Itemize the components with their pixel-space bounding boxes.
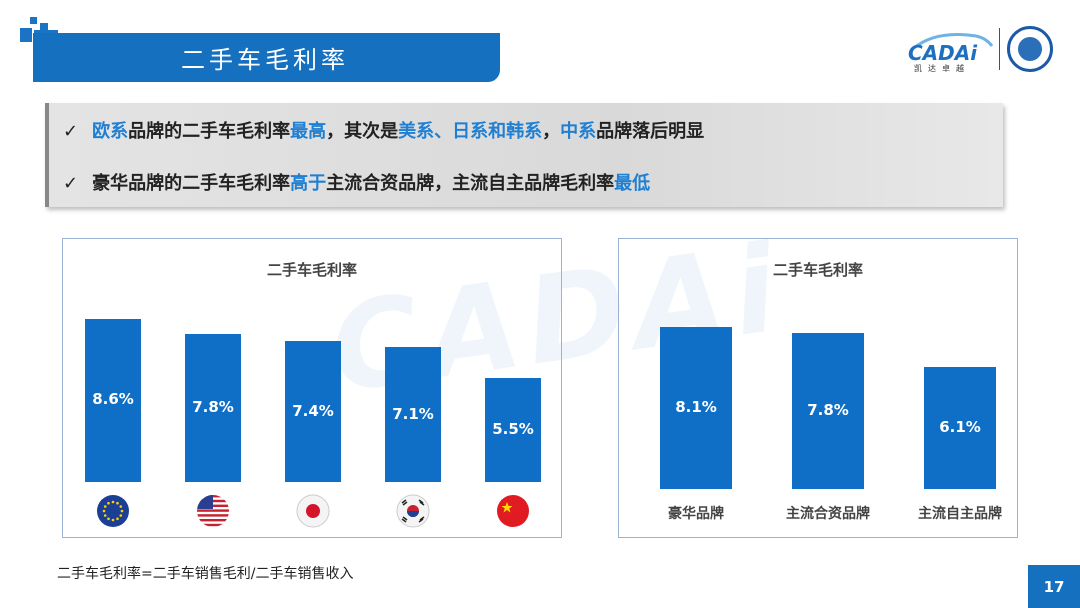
data-label: 8.1% [675,398,717,416]
data-label: 8.6% [92,390,134,409]
decor-square [30,17,37,24]
highlight-text: 中系 [560,121,597,142]
bar-韩系 [385,347,441,482]
svg-text:凯达卓越: 凯达卓越 [914,63,970,72]
data-label: 7.8% [807,401,849,419]
page-number: 17 [1028,565,1080,608]
chart-brand-type: 二手车毛利率 8.1% 豪华品牌 7.8% 主流合资品牌 6.1% 主流自主品牌 [618,238,1018,538]
cadai-logo: CADAi 凯达卓越 [908,33,994,72]
us-flag-icon [196,494,230,528]
footnote: 二手车毛利率=二手车销售毛利/二手车销售收入 [57,566,354,582]
data-label: 7.1% [392,404,434,423]
chart-region-origin: 二手车毛利率 8.6% 7.8% 7.4% 7.1% 5.5% [62,238,562,538]
highlight-text: 美系、日系和韩系 [398,121,543,142]
bar-主流自主品牌 [924,367,996,489]
decor-square [20,28,32,42]
data-label: 7.4% [292,401,334,420]
data-label: 6.1% [939,418,981,436]
summary-line-1: ✓ 欧系品牌的二手车毛利率最高，其次是美系、日系和韩系，中系品牌落后明显 [63,119,1003,157]
japan-flag-icon [296,494,330,528]
bar-欧系 [85,318,141,482]
data-label: 7.8% [192,397,234,416]
summary-box: ✓ 欧系品牌的二手车毛利率最高，其次是美系、日系和韩系，中系品牌落后明显 ✓ 豪华品… [45,103,1003,207]
decor-square [40,23,48,31]
check-icon: ✓ [63,121,79,142]
logo-divider [999,28,1000,70]
summary-text: ，其次是 [326,121,399,142]
check-icon: ✓ [63,173,79,194]
china-flag-icon [496,494,530,528]
highlight-text: 最高 [290,121,327,142]
highlight-text: 最低 [614,173,651,194]
page-title: 二手车毛利率 [33,33,500,82]
highlight-text: 欧系 [92,121,129,142]
summary-text: 品牌的二手车毛利率 [128,121,291,142]
bar-日系 [285,341,341,482]
x-tick-label: 主流自主品牌 [918,506,1002,522]
data-label: 5.5% [492,419,534,438]
bar-中系 [485,377,541,482]
korea-flag-icon [396,494,430,528]
bar-豪华品牌 [660,327,732,489]
association-seal-icon [1007,26,1053,72]
summary-text: 主流合资品牌，主流自主品牌毛利率 [326,173,615,194]
summary-text: 豪华品牌的二手车毛利率 [92,173,291,194]
highlight-text: 高于 [290,173,327,194]
summary-text: ， [542,121,561,142]
bar-美系 [185,333,241,482]
bar-主流合资品牌 [792,333,864,489]
x-tick-label: 豪华品牌 [668,506,724,522]
summary-line-2: ✓ 豪华品牌的二手车毛利率高于主流合资品牌，主流自主品牌毛利率最低 [63,171,1003,209]
svg-text:CADAi: CADAi [908,41,978,65]
x-tick-label: 主流合资品牌 [786,506,870,522]
chart-title: 二手车毛利率 [266,261,357,279]
chart-title: 二手车毛利率 [772,261,863,279]
summary-text: 品牌落后明显 [596,121,705,142]
eu-flag-icon [96,494,130,528]
